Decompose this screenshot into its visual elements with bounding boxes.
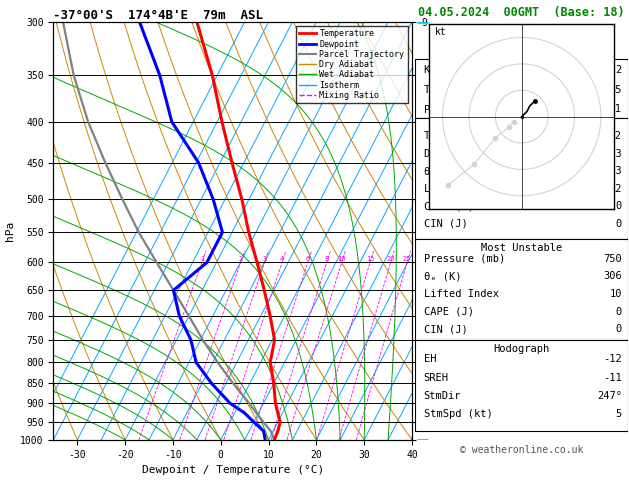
- Text: LCL: LCL: [416, 421, 434, 431]
- Text: Lifted Index: Lifted Index: [424, 184, 499, 193]
- Text: 25: 25: [403, 257, 411, 262]
- Text: 1: 1: [200, 257, 204, 262]
- Text: 12: 12: [610, 184, 622, 193]
- Text: 303: 303: [603, 166, 622, 176]
- Bar: [415, 118, 628, 239]
- Text: Hodograph: Hodograph: [494, 344, 550, 354]
- Text: CIN (J): CIN (J): [424, 219, 467, 229]
- Bar: [415, 239, 628, 340]
- Text: 247°: 247°: [597, 391, 622, 401]
- Text: 35: 35: [610, 85, 622, 95]
- Text: 11.2: 11.2: [597, 131, 622, 141]
- Text: 0: 0: [616, 219, 622, 229]
- Y-axis label: hPa: hPa: [4, 221, 14, 241]
- Text: θₑ(K): θₑ(K): [424, 166, 455, 176]
- Text: 3: 3: [262, 257, 267, 262]
- Text: Dewp (°C): Dewp (°C): [424, 149, 480, 158]
- Text: SREH: SREH: [424, 373, 448, 382]
- Text: 750: 750: [603, 254, 622, 264]
- Text: 306: 306: [603, 271, 622, 281]
- Text: -11: -11: [603, 373, 622, 382]
- Text: CIN (J): CIN (J): [424, 324, 467, 334]
- Bar: [415, 59, 628, 118]
- Text: 2: 2: [238, 257, 243, 262]
- Text: CAPE (J): CAPE (J): [424, 307, 474, 316]
- Text: 1.61: 1.61: [597, 104, 622, 114]
- Text: StmDir: StmDir: [424, 391, 461, 401]
- Text: Pressure (mb): Pressure (mb): [424, 254, 505, 264]
- Text: Temp (°C): Temp (°C): [424, 131, 480, 141]
- Text: Surface: Surface: [500, 121, 543, 131]
- Text: 04.05.2024  00GMT  (Base: 18): 04.05.2024 00GMT (Base: 18): [418, 6, 625, 19]
- Text: kt: kt: [435, 27, 447, 37]
- Text: 6: 6: [306, 257, 310, 262]
- Text: Totals Totals: Totals Totals: [424, 85, 505, 95]
- Text: 0: 0: [616, 201, 622, 211]
- Text: 8: 8: [325, 257, 329, 262]
- Text: 10: 10: [338, 257, 346, 262]
- Text: CAPE (J): CAPE (J): [424, 201, 474, 211]
- Text: EH: EH: [424, 354, 436, 364]
- Bar: [415, 340, 628, 432]
- Text: Lifted Index: Lifted Index: [424, 289, 499, 299]
- Text: 9.3: 9.3: [603, 149, 622, 158]
- Text: 5: 5: [616, 409, 622, 419]
- Text: 0: 0: [616, 307, 622, 316]
- Text: 2: 2: [616, 65, 622, 75]
- Y-axis label: km
ASL: km ASL: [430, 222, 451, 240]
- Text: θₑ (K): θₑ (K): [424, 271, 461, 281]
- Legend: Temperature, Dewpoint, Parcel Trajectory, Dry Adiabat, Wet Adiabat, Isotherm, Mi: Temperature, Dewpoint, Parcel Trajectory…: [296, 26, 408, 103]
- Text: 0: 0: [616, 324, 622, 334]
- Text: -12: -12: [603, 354, 622, 364]
- Text: 20: 20: [386, 257, 395, 262]
- Text: 10: 10: [610, 289, 622, 299]
- Text: K: K: [424, 65, 430, 75]
- Text: Most Unstable: Most Unstable: [481, 243, 562, 253]
- Text: PW (cm): PW (cm): [424, 104, 467, 114]
- Text: -37°00'S  174°4B'E  79m  ASL: -37°00'S 174°4B'E 79m ASL: [53, 9, 264, 22]
- Text: StmSpd (kt): StmSpd (kt): [424, 409, 493, 419]
- X-axis label: Dewpoint / Temperature (°C): Dewpoint / Temperature (°C): [142, 465, 324, 475]
- Text: © weatheronline.co.uk: © weatheronline.co.uk: [460, 445, 584, 455]
- Text: 4: 4: [280, 257, 284, 262]
- Text: 15: 15: [365, 257, 374, 262]
